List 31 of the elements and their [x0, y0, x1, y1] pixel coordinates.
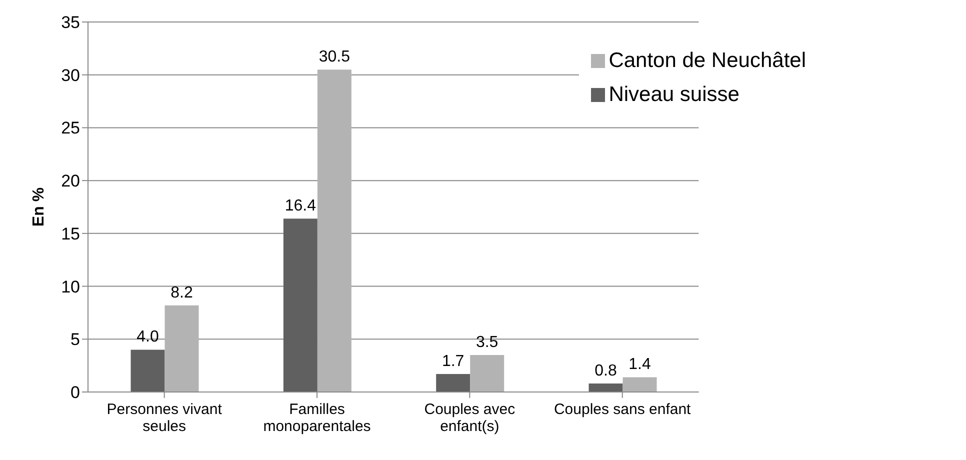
x-tick-label: Familles monoparentales [263, 401, 371, 435]
data-label: 1.7 [442, 353, 464, 370]
y-tick-label: 10 [61, 277, 80, 296]
bar [622, 377, 657, 392]
bar [470, 355, 504, 392]
x-tick-label: Couples sans enfant [554, 401, 692, 418]
bar [436, 374, 470, 392]
data-label: 4.0 [136, 328, 159, 346]
x-tick-label: Couples avec enfant(s) [424, 401, 516, 435]
y-tick-label: 20 [61, 172, 80, 191]
legend-label: Niveau suisse [608, 83, 740, 106]
y-tick-label: 35 [61, 13, 80, 32]
y-tick-label: 30 [61, 66, 80, 85]
bar [283, 218, 318, 392]
data-label: 1.4 [628, 356, 651, 374]
data-label: 8.2 [170, 284, 193, 302]
legend-label: Canton de Neuchâtel [608, 49, 806, 72]
y-tick-label: 5 [70, 330, 80, 350]
data-label: 16.4 [284, 198, 316, 215]
y-tick-label: 15 [61, 224, 80, 244]
data-label: 3.5 [476, 334, 498, 351]
y-axis-title: En % [30, 187, 48, 227]
bar [130, 350, 165, 392]
x-tick-label: Personnes vivant seules [106, 401, 223, 435]
bar [317, 70, 352, 392]
data-label: 30.5 [318, 48, 350, 66]
y-tick-label: 25 [61, 118, 80, 138]
bar [588, 384, 623, 392]
bar [164, 305, 199, 392]
y-tick-label: 0 [70, 383, 80, 402]
data-label: 0.8 [594, 362, 617, 380]
